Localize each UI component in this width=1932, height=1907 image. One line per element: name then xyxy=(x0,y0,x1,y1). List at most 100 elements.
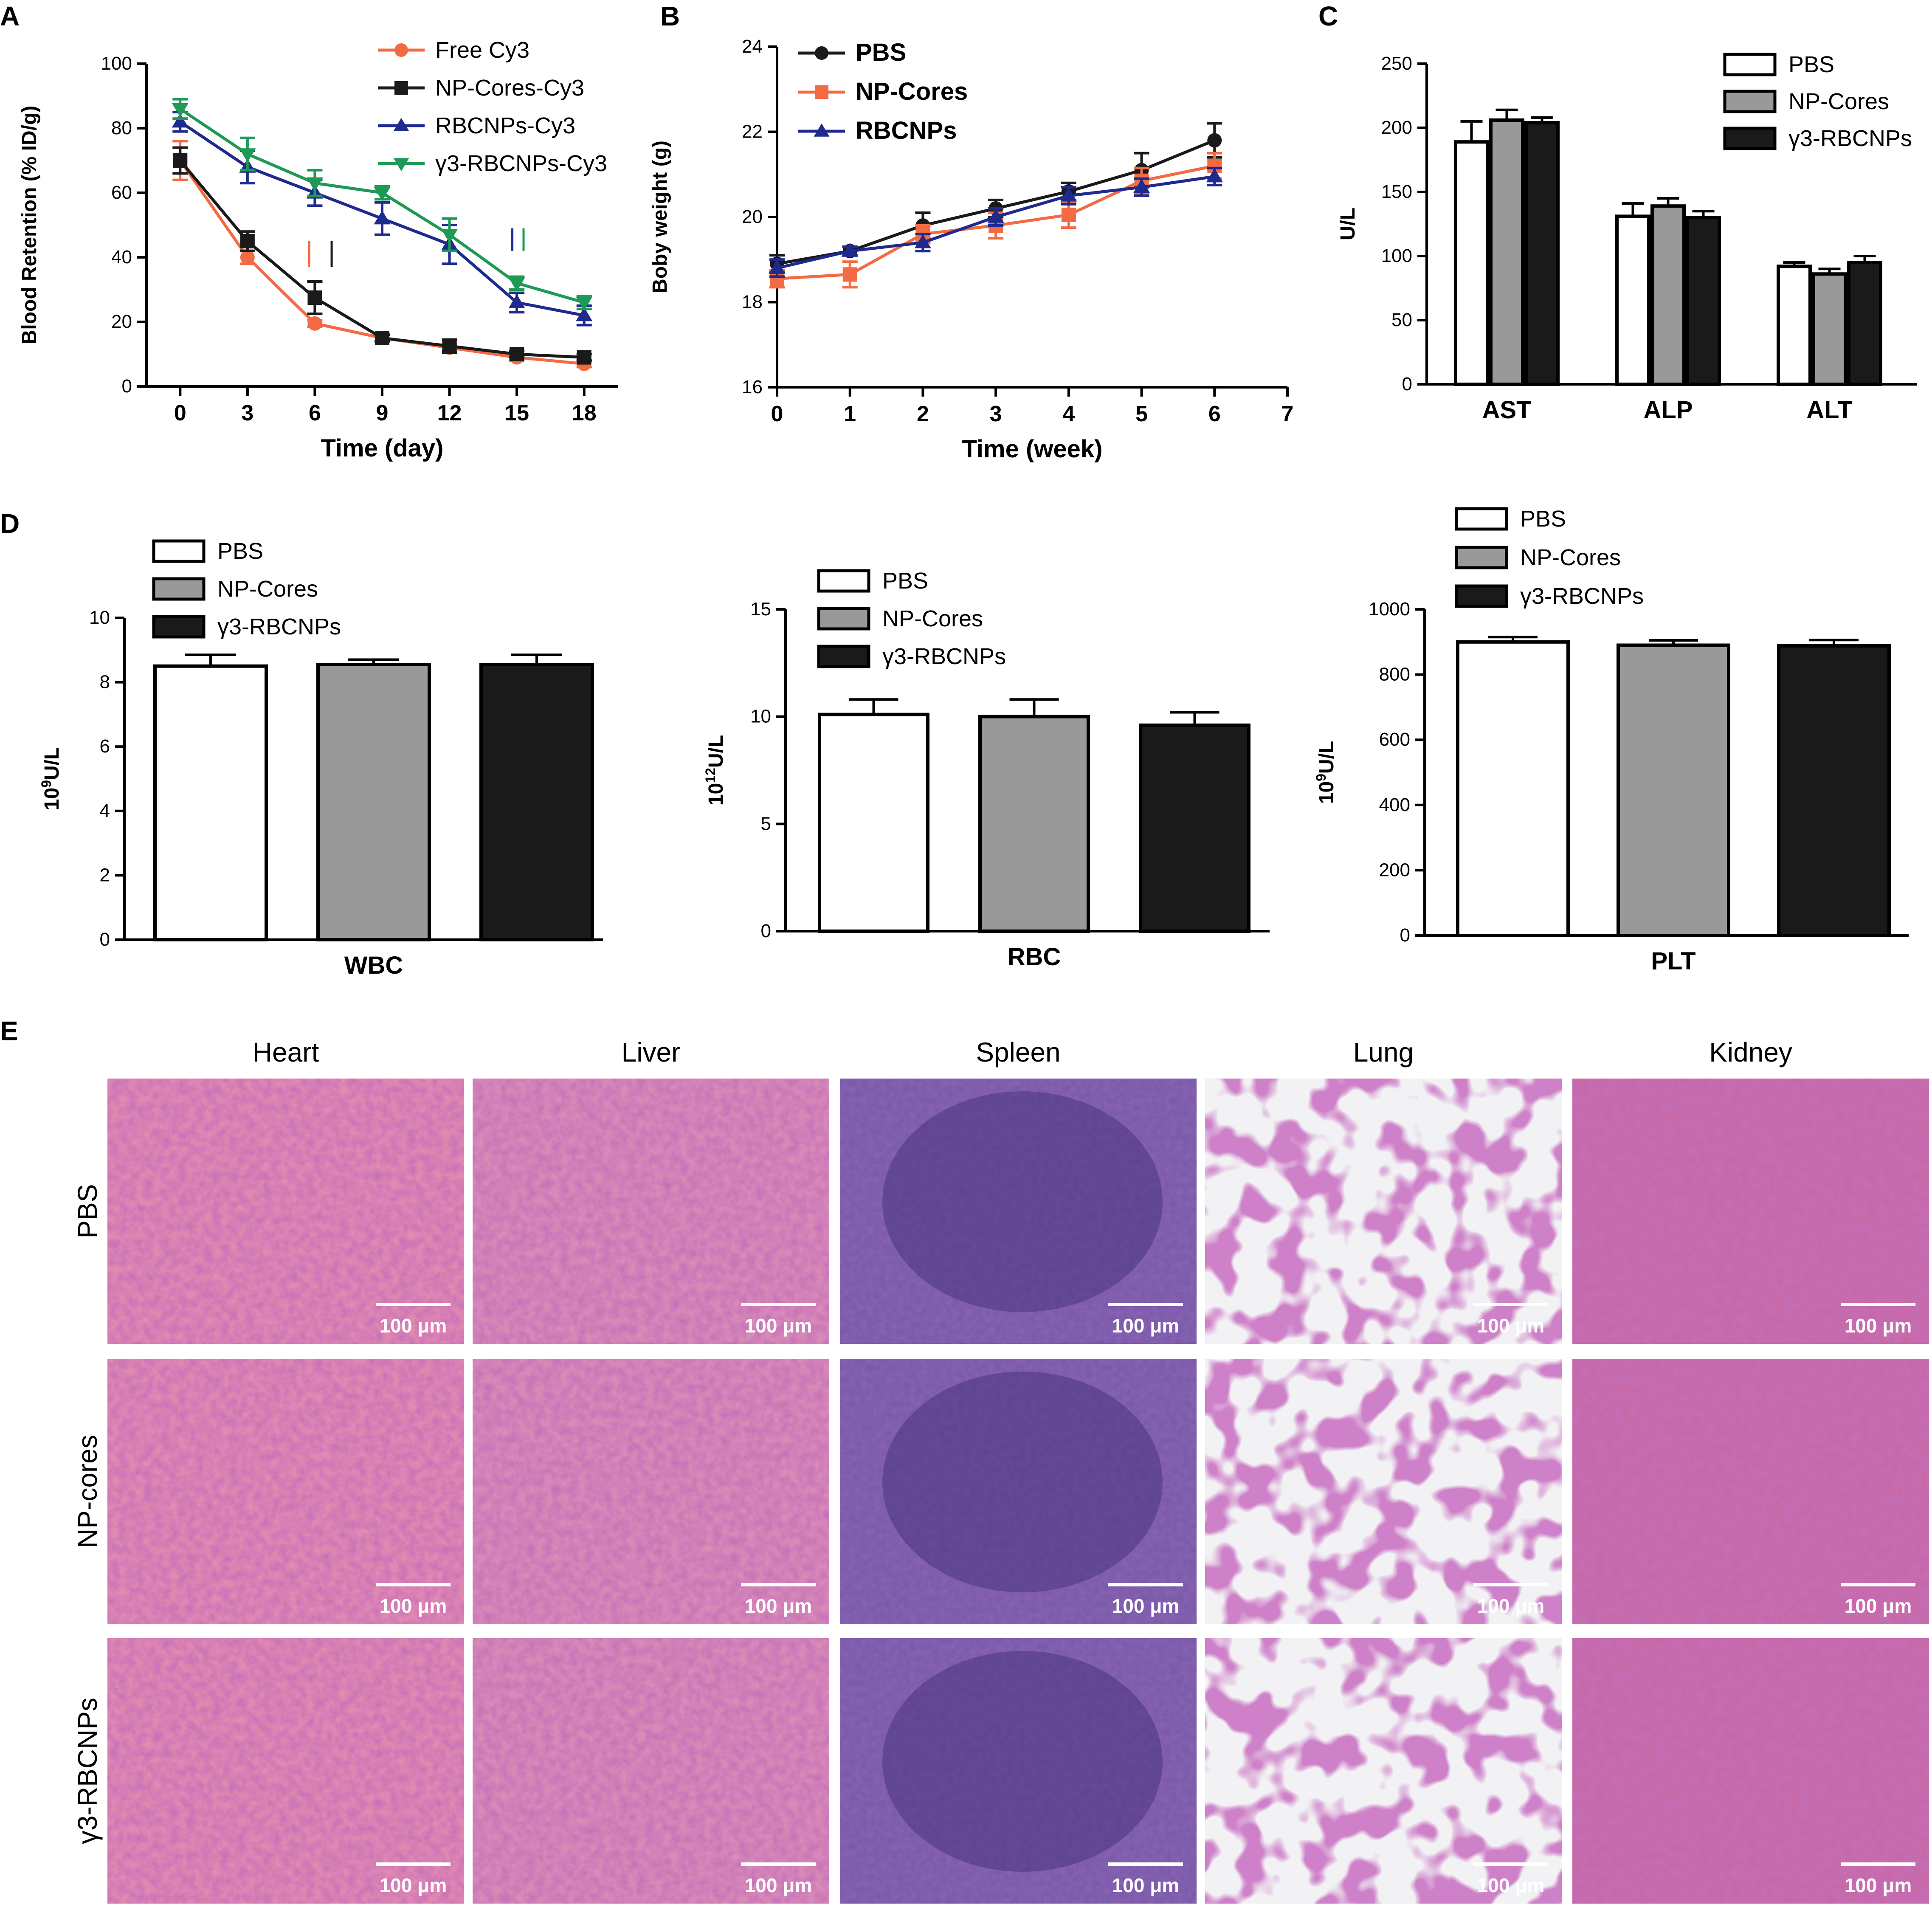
data-point xyxy=(375,331,389,345)
legend-swatch xyxy=(1723,90,1777,113)
data-point xyxy=(239,148,256,163)
histology-image: 100 μm xyxy=(107,1359,464,1624)
x-tick-label: 3 xyxy=(990,402,1002,426)
lymphoid-follicle xyxy=(882,1651,1163,1872)
legend-swatch xyxy=(152,615,206,639)
x-tick-label: 9 xyxy=(376,401,389,425)
category-label: ALP xyxy=(1644,396,1693,424)
scale-bar-label: 100 μm xyxy=(1112,1595,1180,1617)
x-tick-label: 12 xyxy=(437,401,462,425)
y-tick-label: 1000 xyxy=(1369,599,1410,620)
tissue-texture xyxy=(840,1359,1197,1624)
data-point xyxy=(1061,207,1076,222)
legend-swatch xyxy=(1723,127,1777,150)
data-point xyxy=(508,277,525,292)
legend-label: PBS xyxy=(217,538,263,564)
lymphoid-follicle xyxy=(882,1372,1163,1592)
data-point xyxy=(172,113,189,128)
y-tick-label: 8 xyxy=(100,672,110,693)
data-point xyxy=(442,339,457,353)
y-tick-label: 6 xyxy=(100,736,110,757)
histology-image: 100 μm xyxy=(473,1079,829,1344)
histology-image: 100 μm xyxy=(1205,1359,1562,1624)
series-0 xyxy=(769,122,1222,274)
bar xyxy=(1617,643,1730,937)
legend-marker xyxy=(394,43,408,57)
panel-b: 16 18 20 22 24 0 1 2 3 4 5 6 7 Time (week) Boby weight… xyxy=(649,36,1293,463)
bar xyxy=(818,713,929,933)
histology-image: 100 μm xyxy=(1572,1079,1929,1344)
panel-letter-c: C xyxy=(1318,1,1338,31)
x-tick-label: 1 xyxy=(844,402,856,426)
data-point xyxy=(508,294,525,308)
series-1 xyxy=(172,146,592,365)
histology-image: 100 μm xyxy=(840,1638,1197,1904)
tissue-texture xyxy=(1572,1638,1929,1904)
tissue-texture xyxy=(473,1638,829,1904)
y-axis-label: Boby weight (g) xyxy=(649,141,671,293)
legend-label: γ3-RBCNPs xyxy=(882,644,1006,669)
scale-bar-label: 100 μm xyxy=(1845,1874,1912,1896)
x-tick-label: 18 xyxy=(572,401,597,425)
legend-marker xyxy=(815,85,828,99)
panel-letter-d: D xyxy=(0,508,20,539)
legend-label: γ3-RBCNPs xyxy=(1788,126,1912,151)
data-point xyxy=(576,307,593,321)
bar xyxy=(1615,214,1650,386)
bar xyxy=(1777,644,1891,937)
histology-column-label: Kidney xyxy=(1709,1037,1792,1068)
legend-marker xyxy=(393,158,409,172)
legend-swatch xyxy=(1455,507,1508,531)
panel-d-plt: 0 200 400 600 800 1000 109U/L PLT PBS NP-Cores γ3-… xyxy=(1313,506,1909,975)
x-tick-label: 7 xyxy=(1281,402,1294,426)
y-tick-label: 50 xyxy=(1391,310,1412,330)
scale-bar-label: 100 μm xyxy=(1112,1874,1180,1896)
category-label: PLT xyxy=(1651,947,1695,975)
y-tick-label: 22 xyxy=(742,121,763,142)
y-tick-label: 4 xyxy=(100,800,110,821)
legend-swatch xyxy=(817,569,870,593)
y-tick-label: 15 xyxy=(750,599,771,620)
data-point xyxy=(842,267,857,282)
data-point xyxy=(306,177,323,192)
legend-label: Free Cy3 xyxy=(435,37,529,63)
histology-column-label: Lung xyxy=(1353,1037,1414,1068)
panel-letter-e: E xyxy=(0,1016,18,1046)
y-tick-label: 250 xyxy=(1381,53,1412,74)
bar xyxy=(1524,121,1560,386)
bar xyxy=(1686,216,1721,386)
histology-row-label: NP-cores xyxy=(72,1435,103,1548)
histology-column-label: Heart xyxy=(253,1037,319,1068)
y-tick-label: 600 xyxy=(1379,729,1410,750)
y-tick-label: 0 xyxy=(1400,925,1410,946)
legend-label: RBCNPs xyxy=(856,117,957,144)
panel-letter-b: B xyxy=(660,1,680,31)
data-point xyxy=(577,350,591,365)
legend-swatch xyxy=(1455,584,1508,608)
scale-bar-label: 100 μm xyxy=(1477,1315,1545,1337)
y-tick-label: 60 xyxy=(111,182,132,203)
x-tick-label: 2 xyxy=(917,402,929,426)
legend-swatch xyxy=(152,577,206,601)
y-tick-label: 400 xyxy=(1379,794,1410,815)
histology-column-label: Liver xyxy=(622,1037,681,1068)
legend-swatch xyxy=(1723,53,1777,76)
data-point xyxy=(1133,179,1150,193)
bar xyxy=(153,664,268,941)
legend-label: RBCNPs-Cy3 xyxy=(435,113,575,138)
x-tick-label: 4 xyxy=(1062,402,1075,426)
y-tick-label: 20 xyxy=(111,311,132,332)
histology-image: 100 μm xyxy=(840,1359,1197,1624)
scale-bar-label: 100 μm xyxy=(380,1874,447,1896)
data-point xyxy=(914,234,931,248)
histology-row-label: PBS xyxy=(72,1184,103,1238)
data-point xyxy=(842,242,859,257)
bar xyxy=(1847,261,1882,386)
histology-image: 100 μm xyxy=(473,1638,829,1904)
scale-bar-label: 100 μm xyxy=(1845,1315,1912,1337)
histology-image: 100 μm xyxy=(107,1638,464,1904)
panel-e-histology: Heart Liver Spleen Lung Kidney PBS 100 μm 100 μ… xyxy=(72,1037,1929,1904)
tissue-texture xyxy=(107,1359,464,1624)
scale-bar-label: 100 μm xyxy=(745,1315,812,1337)
x-axis-label: Time (day) xyxy=(321,434,443,462)
